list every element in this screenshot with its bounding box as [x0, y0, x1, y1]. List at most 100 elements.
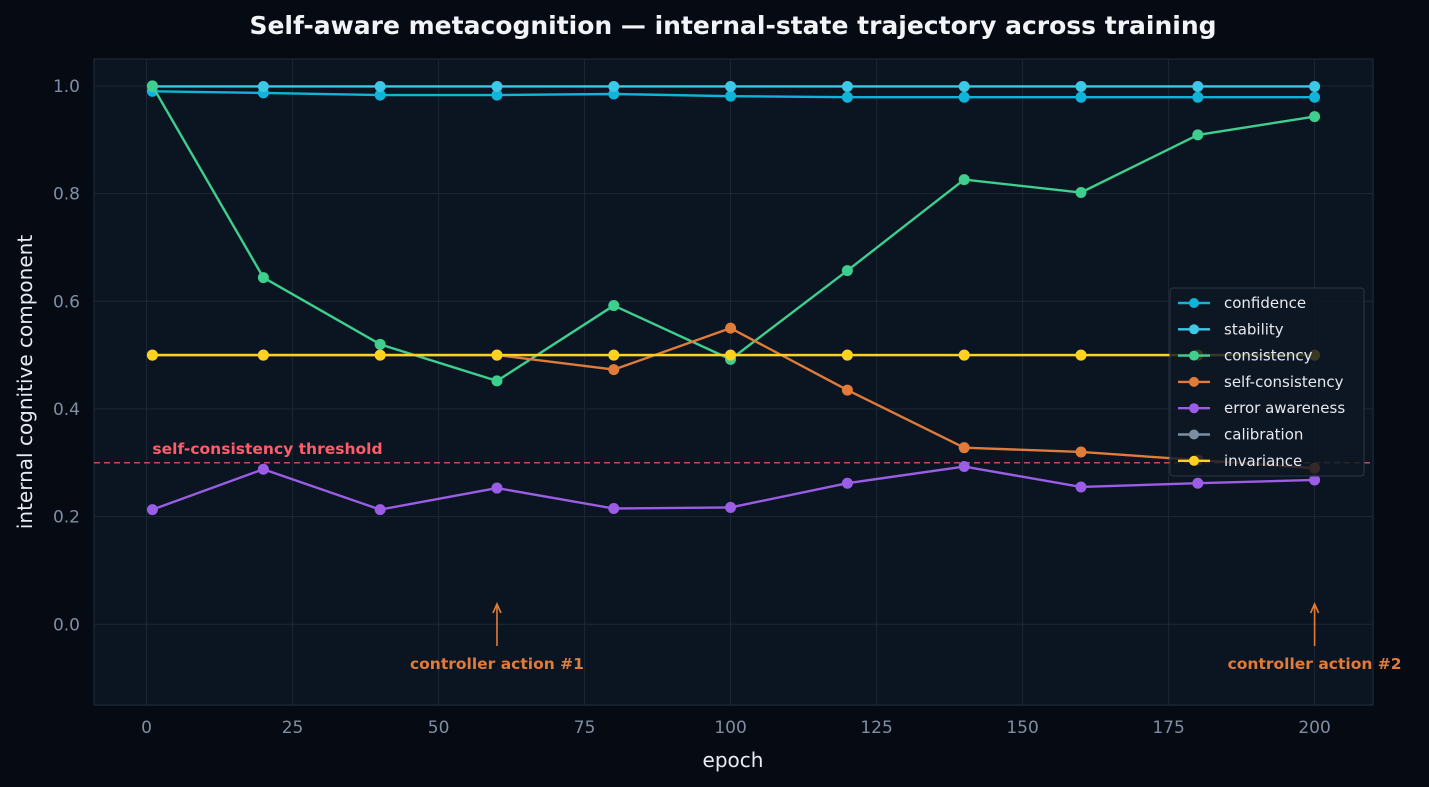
x-tick-label: 50 — [428, 718, 450, 738]
y-tick-label: 0.2 — [53, 508, 80, 528]
data-point — [608, 80, 620, 92]
data-point — [257, 349, 269, 361]
legend-swatch-marker — [1189, 403, 1199, 414]
legend-swatch-marker — [1189, 429, 1199, 440]
data-point — [841, 265, 853, 277]
legend-label: self-consistency — [1224, 373, 1344, 391]
data-point — [608, 349, 620, 361]
annotation: controller action #1 — [410, 602, 584, 673]
tick-labels: 0 25 50 75 100 125 150 175 200 0.0 0.2 0.4 0.6 0.8 1.0 — [53, 77, 1331, 738]
data-point — [1309, 91, 1321, 103]
data-point — [374, 338, 386, 350]
legend-label: invariance — [1224, 452, 1302, 470]
data-point — [958, 91, 970, 103]
y-tick-label: 0.8 — [53, 185, 80, 205]
legend-label: calibration — [1224, 426, 1303, 444]
data-point — [1192, 477, 1204, 489]
data-point — [841, 91, 853, 103]
legend-swatch-marker — [1189, 350, 1199, 361]
x-tick-label: 175 — [1152, 718, 1184, 738]
series-stability — [146, 80, 1321, 92]
x-tick-label: 75 — [574, 718, 596, 738]
x-tick-label: 0 — [141, 718, 152, 738]
data-point — [608, 364, 620, 376]
data-point — [725, 322, 737, 334]
data-point — [1075, 349, 1087, 361]
data-point — [491, 482, 503, 494]
series-layer — [146, 80, 1321, 516]
data-point — [725, 90, 737, 102]
x-axis-label: epoch — [703, 748, 764, 772]
data-point — [374, 80, 386, 92]
data-point — [841, 349, 853, 361]
threshold-layer: self-consistency threshold — [94, 440, 1373, 464]
series-error-awareness — [146, 461, 1321, 516]
chart-title: Self-aware metacognition — internal-stat… — [249, 11, 1216, 40]
threshold-label: self-consistency threshold — [152, 440, 382, 458]
data-point — [725, 501, 737, 513]
y-tick-label: 0.4 — [53, 400, 80, 420]
legend-entry: consistency — [1178, 347, 1313, 365]
data-point — [374, 504, 386, 516]
x-tick-label: 125 — [860, 718, 892, 738]
legend-entry: calibration — [1178, 426, 1303, 444]
annotation-arrowhead — [1309, 602, 1320, 614]
legend-box — [1169, 287, 1365, 477]
data-point — [1309, 80, 1321, 92]
data-point — [841, 477, 853, 489]
legend-label: confidence — [1224, 294, 1306, 312]
data-point — [1192, 91, 1204, 103]
data-point — [608, 88, 620, 100]
data-point — [1075, 481, 1087, 493]
data-point — [608, 300, 620, 312]
data-point — [1075, 91, 1087, 103]
data-point — [1309, 474, 1321, 486]
x-tick-label: 25 — [282, 718, 304, 738]
data-point — [958, 174, 970, 186]
data-point — [374, 89, 386, 101]
plot-area — [93, 58, 1374, 706]
series-invariance — [146, 349, 1321, 361]
data-point — [841, 80, 853, 92]
annotation-layer: controller action #1 controller action #2 — [410, 602, 1402, 673]
y-tick-label: 0.0 — [53, 615, 80, 635]
data-point — [841, 384, 853, 396]
data-point — [725, 80, 737, 92]
y-tick-label: 0.6 — [53, 292, 80, 312]
data-point — [725, 349, 737, 361]
legend-entry: error awareness — [1178, 399, 1345, 417]
data-point — [1309, 111, 1321, 123]
data-point — [146, 80, 158, 92]
data-point — [491, 349, 503, 361]
data-point — [1075, 80, 1087, 92]
annotation-label: controller action #2 — [1228, 655, 1402, 673]
x-tick-label: 100 — [714, 718, 746, 738]
data-point — [1075, 446, 1087, 458]
y-axis-label: internal cognitive component — [13, 235, 37, 529]
data-point — [146, 504, 158, 516]
legend: confidence stability consistency self-consi… — [1169, 287, 1365, 477]
legend-entry: invariance — [1178, 452, 1302, 470]
data-point — [491, 80, 503, 92]
y-tick-label: 1.0 — [53, 77, 80, 97]
data-point — [608, 503, 620, 515]
legend-label: stability — [1224, 320, 1284, 338]
data-point — [491, 89, 503, 101]
data-point — [257, 80, 269, 92]
legend-swatch-marker — [1189, 455, 1199, 466]
data-point — [146, 349, 158, 361]
data-point — [1075, 187, 1087, 199]
data-point — [1192, 80, 1204, 92]
data-point — [958, 442, 970, 454]
legend-swatch-marker — [1189, 324, 1199, 335]
data-point — [958, 80, 970, 92]
data-point — [1192, 129, 1204, 141]
annotation-arrowhead — [492, 602, 502, 614]
data-point — [374, 349, 386, 361]
legend-entry: stability — [1178, 320, 1284, 338]
data-point — [257, 272, 269, 284]
legend-entry: self-consistency — [1178, 373, 1344, 391]
data-point — [958, 461, 970, 473]
annotation: controller action #2 — [1228, 602, 1402, 673]
